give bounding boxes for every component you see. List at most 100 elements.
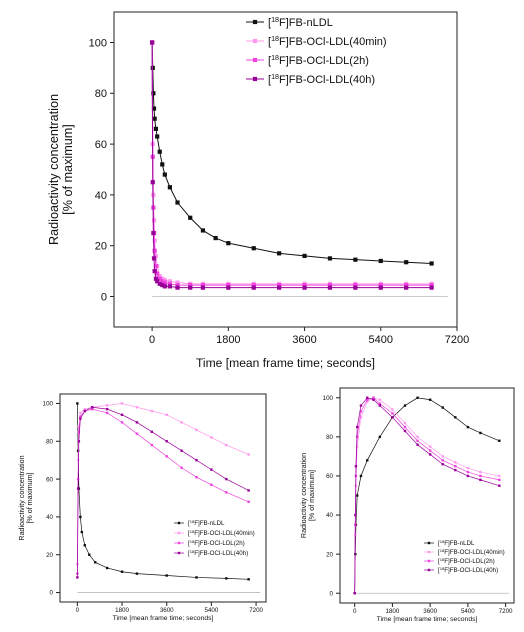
- data-point: [428, 398, 432, 401]
- data-point: [79, 515, 82, 519]
- legend-label: [18F]FB-OCl-LDL(2h): [268, 54, 369, 67]
- data-point: [403, 421, 407, 425]
- x-axis-label: Time [mean frame time; seconds]: [377, 616, 478, 623]
- plot-frame: [59, 393, 267, 603]
- legend-marker: [177, 521, 181, 525]
- data-point: [160, 282, 165, 288]
- data-point: [466, 466, 470, 470]
- data-point: [302, 285, 307, 290]
- plot-frame: [339, 387, 515, 604]
- data-point: [76, 487, 80, 490]
- data-point: [155, 279, 160, 284]
- data-point: [165, 413, 168, 416]
- data-point: [210, 436, 213, 439]
- data-point: [354, 513, 357, 517]
- data-point: [150, 180, 155, 185]
- data-point: [479, 478, 482, 482]
- legend-label: [18F]FB-OCl-LDL(40h): [438, 566, 498, 574]
- legend-label: [18F]FB-OCl-LDL(40min): [188, 529, 255, 537]
- y-axis-label: [% of maximum]: [308, 470, 316, 521]
- series-line: [77, 408, 249, 574]
- data-point: [247, 500, 250, 503]
- x-tick-label: 1800: [386, 608, 400, 615]
- legend-label: [18F]FB-OCl-LDL(40min): [438, 548, 505, 556]
- data-point: [372, 396, 375, 399]
- data-point: [404, 285, 409, 290]
- data-point: [150, 40, 155, 45]
- legend-label: [18F]FB-nLDL: [188, 519, 225, 527]
- data-point: [416, 435, 419, 439]
- data-point: [105, 407, 109, 411]
- data-point: [441, 459, 444, 462]
- data-point: [160, 276, 165, 281]
- data-point: [167, 185, 172, 190]
- chart-bottom-right: 0 20 40 60 80 100 0 1800 3600 5400 7200 Time [mean …: [300, 387, 515, 623]
- data-point: [77, 424, 81, 428]
- data-point: [353, 257, 358, 262]
- y-tick-label: 60: [326, 473, 333, 480]
- data-point: [366, 459, 369, 462]
- data-point: [165, 440, 168, 443]
- data-point: [91, 406, 94, 409]
- data-point: [416, 439, 419, 442]
- data-point: [77, 440, 81, 443]
- data-point: [195, 576, 198, 579]
- data-point: [225, 491, 228, 494]
- y-tick-label: 80: [326, 434, 333, 441]
- legend-marker: [427, 559, 431, 563]
- data-point: [359, 404, 363, 407]
- x-tick-label: 0: [149, 334, 155, 346]
- legend-marker: [252, 57, 258, 63]
- data-point: [160, 279, 165, 284]
- x-tick-label: 3600: [160, 607, 174, 614]
- data-point: [76, 402, 79, 405]
- data-point: [378, 435, 382, 439]
- data-point: [151, 106, 157, 111]
- data-point: [479, 431, 482, 435]
- data-point: [404, 282, 409, 288]
- data-point: [135, 432, 139, 435]
- data-point: [155, 271, 160, 276]
- x-tick-label: 5400: [205, 607, 219, 614]
- y-tick-label: 0: [101, 291, 107, 303]
- data-point: [454, 416, 457, 419]
- data-point: [372, 398, 375, 401]
- data-point: [135, 421, 139, 424]
- data-point: [454, 464, 457, 468]
- y-axis-label: Radioactivity concentration: [300, 453, 308, 538]
- legend-marker: [177, 531, 181, 535]
- y-tick-label: 80: [46, 438, 53, 445]
- data-point: [277, 285, 282, 290]
- y-axis-label: [% of maximum]: [26, 472, 34, 523]
- data-point: [200, 282, 206, 288]
- data-point: [327, 282, 333, 288]
- data-point: [160, 162, 165, 167]
- data-point: [167, 281, 172, 286]
- data-point: [247, 578, 250, 581]
- data-point: [327, 285, 333, 290]
- data-point: [105, 404, 109, 407]
- data-point: [354, 464, 358, 468]
- y-tick-label: 0: [50, 590, 54, 597]
- data-point: [175, 285, 180, 290]
- legend-marker: [252, 76, 258, 82]
- y-tick-label: 40: [326, 512, 333, 519]
- data-point: [188, 285, 193, 290]
- x-tick-label: 0: [76, 607, 80, 614]
- data-point: [77, 430, 81, 434]
- data-point: [152, 248, 157, 253]
- data-point: [180, 421, 183, 424]
- legend-marker: [427, 541, 431, 545]
- data-point: [403, 425, 407, 429]
- data-point: [105, 566, 109, 570]
- data-point: [150, 409, 154, 413]
- data-point: [441, 406, 444, 409]
- data-point: [120, 413, 124, 416]
- data-point: [454, 461, 457, 464]
- data-point: [479, 470, 482, 474]
- data-point: [157, 276, 162, 281]
- data-point: [466, 470, 470, 474]
- data-point: [251, 282, 256, 288]
- data-point: [162, 277, 167, 283]
